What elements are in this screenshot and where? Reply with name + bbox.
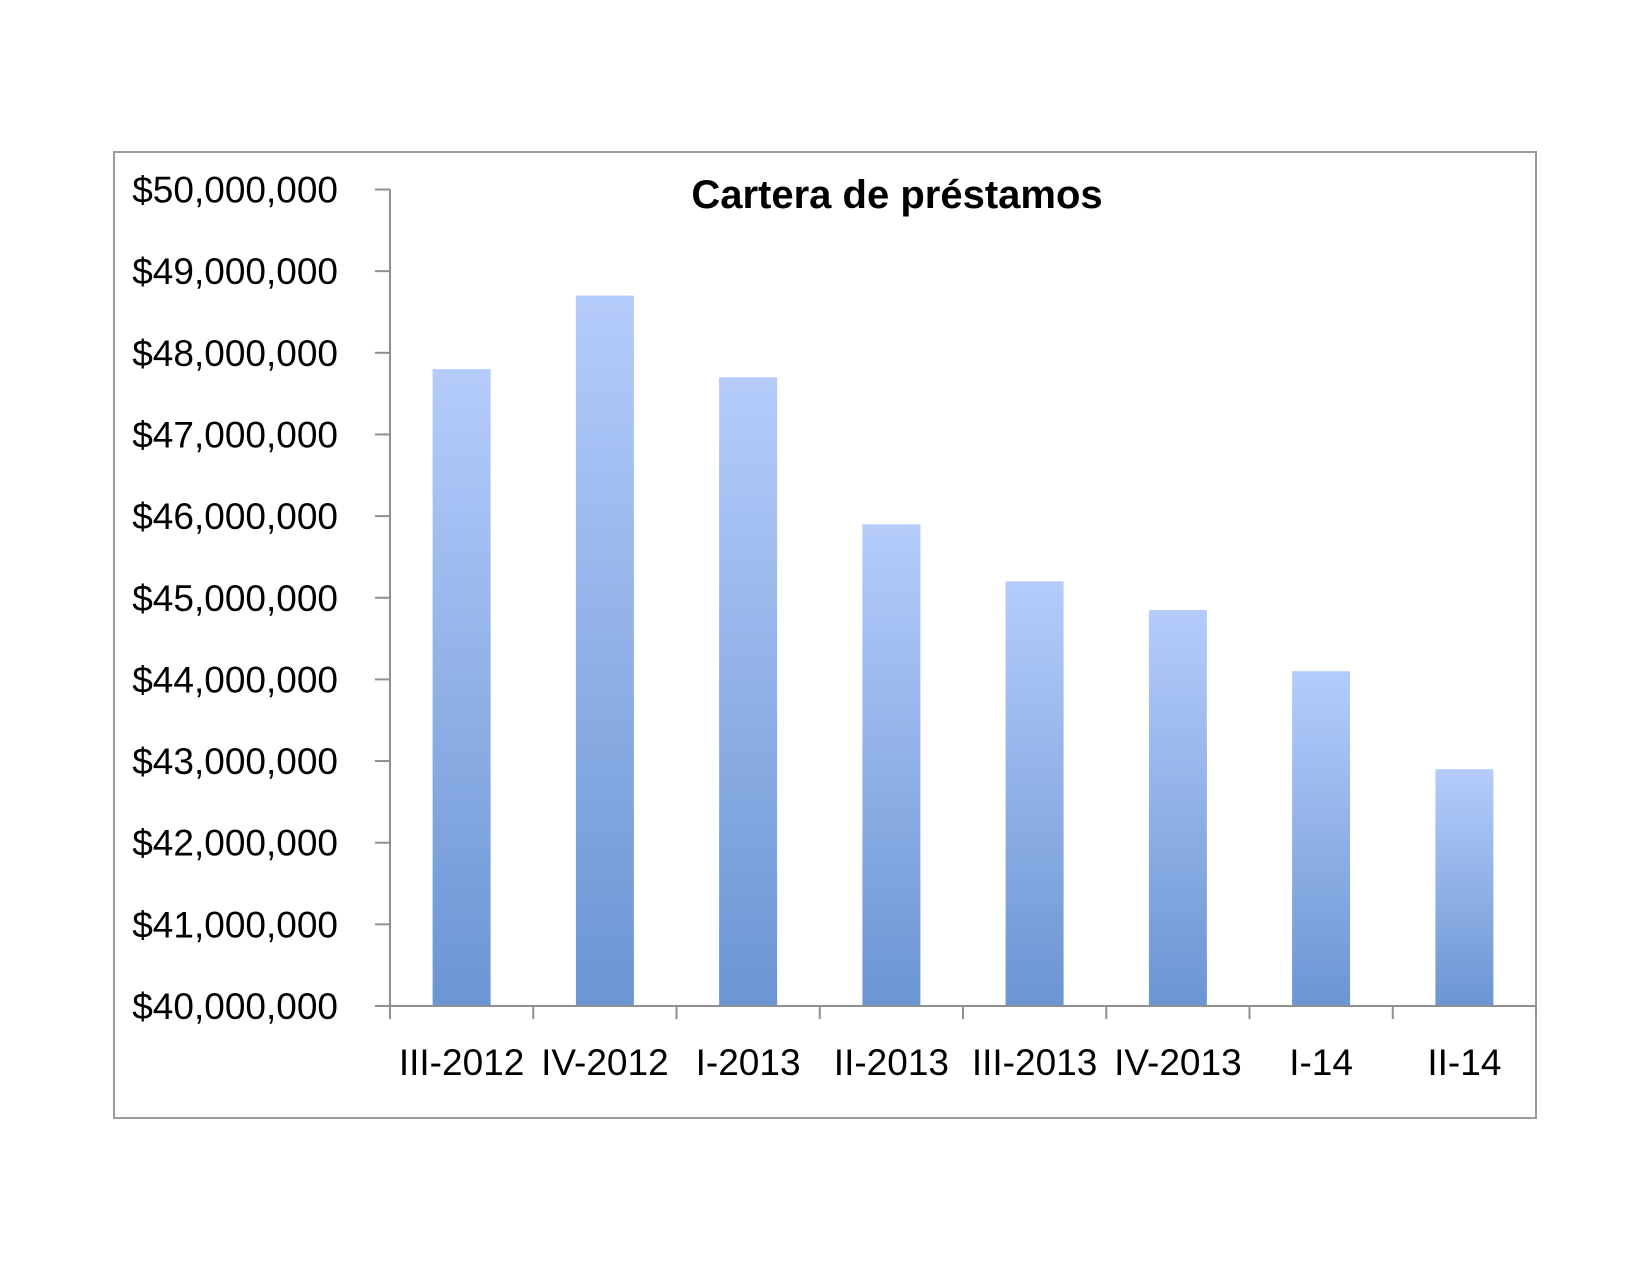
bar-iii-2012 bbox=[432, 369, 491, 1007]
y-tick-label: $45,000,000 bbox=[132, 578, 338, 619]
y-tick-label: $44,000,000 bbox=[132, 659, 338, 700]
x-axis: III-2012 IV-2012 I-2013 II-2013 III-2013 IV-2… bbox=[389, 1005, 1537, 1083]
y-axis: $40,000,000 $41,000,000 $42,000,000 $43,000… bbox=[132, 170, 391, 1027]
x-tick-label: III-2013 bbox=[972, 1042, 1097, 1083]
y-tick-label: $50,000,000 bbox=[132, 170, 338, 211]
x-tick-label: I-14 bbox=[1289, 1042, 1353, 1083]
y-tick-label: $42,000,000 bbox=[132, 823, 338, 864]
bar-iv-2013 bbox=[1148, 610, 1207, 1006]
y-tick-label: $47,000,000 bbox=[132, 415, 338, 456]
x-tick-label: II-14 bbox=[1427, 1042, 1501, 1083]
y-tick-label: $48,000,000 bbox=[132, 333, 338, 374]
bar-i-2013 bbox=[719, 377, 778, 1006]
x-tick-label: IV-2013 bbox=[1114, 1042, 1242, 1083]
chart-title: Cartera de préstamos bbox=[691, 173, 1102, 217]
y-tick-label: $41,000,000 bbox=[132, 904, 338, 945]
x-tick-label: I-2013 bbox=[696, 1042, 801, 1083]
bar-ii-14 bbox=[1435, 769, 1494, 1006]
y-tick-label: $40,000,000 bbox=[132, 986, 338, 1027]
y-tick-label: $43,000,000 bbox=[132, 741, 338, 782]
bar-iii-2013 bbox=[1005, 581, 1064, 1006]
bars-group bbox=[432, 295, 1494, 1007]
x-tick-label: II-2013 bbox=[834, 1042, 949, 1083]
bar-iv-2012 bbox=[575, 295, 634, 1007]
x-tick-label: III-2012 bbox=[399, 1042, 524, 1083]
y-tick-label: $49,000,000 bbox=[132, 251, 338, 292]
x-tick-label: IV-2012 bbox=[541, 1042, 669, 1083]
y-tick-label: $46,000,000 bbox=[132, 496, 338, 537]
bar-i-14 bbox=[1292, 671, 1351, 1006]
bar-ii-2013 bbox=[862, 524, 921, 1006]
